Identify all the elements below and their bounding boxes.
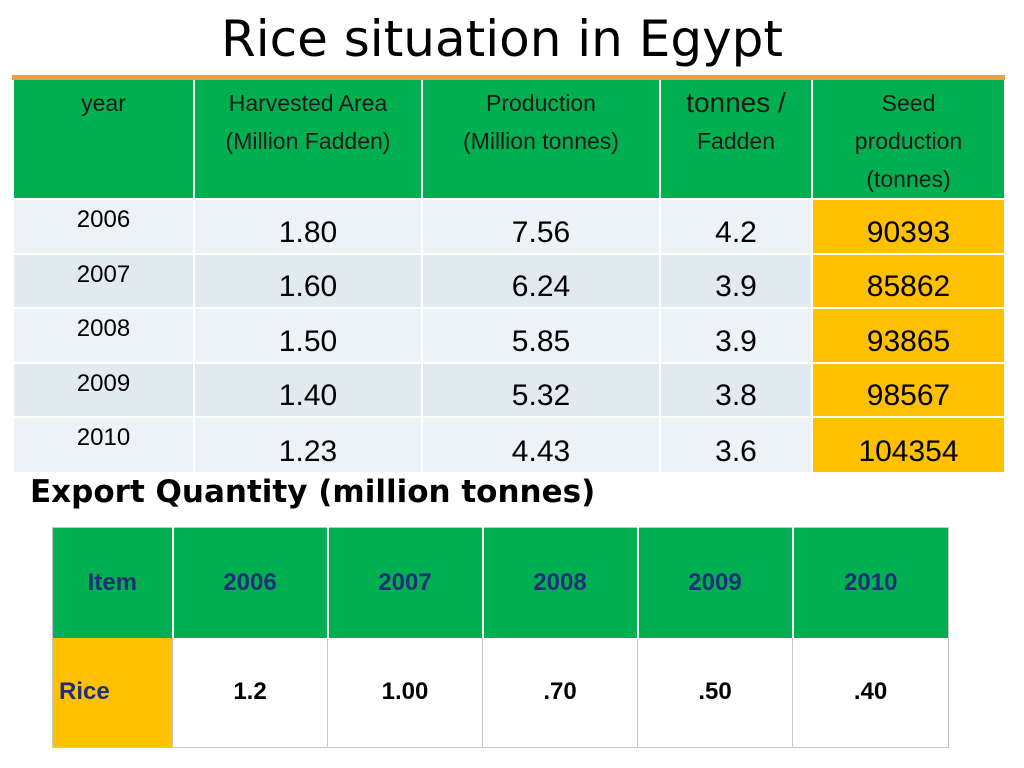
cell-production: 7.56 bbox=[421, 198, 660, 254]
cell-area: 1.50 bbox=[193, 307, 422, 363]
export-cell-2007: 1.00 bbox=[327, 637, 483, 748]
cell-yield: 4.2 bbox=[659, 198, 812, 254]
export-header-2006: 2006 bbox=[171, 527, 328, 638]
header-harvested-area: Harvested Area (Million Fadden) bbox=[193, 80, 422, 199]
cell-year: 2006 bbox=[14, 198, 194, 254]
cell-seed: 104354 bbox=[811, 416, 1004, 472]
export-header-item: Item bbox=[52, 527, 173, 638]
cell-production: 4.43 bbox=[421, 416, 660, 472]
cell-year: 2007 bbox=[14, 252, 194, 308]
table-row: 2009 1.40 5.32 3.8 98567 bbox=[14, 361, 1004, 417]
cell-yield: 3.8 bbox=[659, 361, 812, 417]
cell-year: 2010 bbox=[14, 416, 194, 472]
cell-seed: 93865 bbox=[811, 307, 1004, 363]
export-cell-2008: .70 bbox=[482, 637, 638, 748]
export-header-2008: 2008 bbox=[481, 527, 638, 638]
cell-year: 2009 bbox=[14, 361, 194, 417]
cell-production: 5.85 bbox=[421, 307, 660, 363]
export-cell-2009: .50 bbox=[637, 637, 793, 748]
cell-area: 1.40 bbox=[193, 361, 422, 417]
cell-yield: 3.9 bbox=[659, 307, 812, 363]
table-row: 2008 1.50 5.85 3.9 93865 bbox=[14, 307, 1004, 363]
cell-seed: 98567 bbox=[811, 361, 1004, 417]
export-header-2010: 2010 bbox=[791, 527, 949, 638]
export-quantity-table: Item 2006 2007 2008 2009 2010 Rice 1.2 1… bbox=[52, 527, 949, 748]
header-production: Production (Million tonnes) bbox=[421, 80, 660, 199]
export-row-rice: Rice 1.2 1.00 .70 .50 .40 bbox=[52, 637, 949, 748]
title-divider bbox=[12, 75, 1005, 80]
export-cell-item: Rice bbox=[52, 637, 173, 748]
table-row: 2007 1.60 6.24 3.9 85862 bbox=[14, 252, 1004, 308]
export-cell-2010: .40 bbox=[792, 637, 949, 748]
cell-yield: 3.6 bbox=[659, 416, 812, 472]
rice-situation-table: year Harvested Area (Million Fadden) Pro… bbox=[14, 80, 1004, 472]
cell-area: 1.80 bbox=[193, 198, 422, 254]
export-cell-2006: 1.2 bbox=[172, 637, 328, 748]
cell-year: 2008 bbox=[14, 307, 194, 363]
table-row: 2006 1.80 7.56 4.2 90393 bbox=[14, 198, 1004, 254]
export-header-row: Item 2006 2007 2008 2009 2010 bbox=[52, 527, 949, 638]
header-year: year bbox=[14, 80, 194, 199]
header-yield: tonnes / Fadden bbox=[659, 80, 812, 199]
cell-seed: 90393 bbox=[811, 198, 1004, 254]
table-header-row: year Harvested Area (Million Fadden) Pro… bbox=[14, 80, 1004, 199]
cell-area: 1.23 bbox=[193, 416, 422, 472]
table-row: 2010 1.23 4.43 3.6 104354 bbox=[14, 416, 1004, 472]
header-seed-production: Seed production (tonnes) bbox=[811, 80, 1004, 199]
cell-production: 6.24 bbox=[421, 252, 660, 308]
cell-production: 5.32 bbox=[421, 361, 660, 417]
export-header-2009: 2009 bbox=[636, 527, 793, 638]
export-header-2007: 2007 bbox=[326, 527, 483, 638]
export-section-title: Export Quantity (million tonnes) bbox=[30, 474, 596, 510]
cell-seed: 85862 bbox=[811, 252, 1004, 308]
cell-yield: 3.9 bbox=[659, 252, 812, 308]
cell-area: 1.60 bbox=[193, 252, 422, 308]
page-title: Rice situation in Egypt bbox=[220, 10, 784, 68]
